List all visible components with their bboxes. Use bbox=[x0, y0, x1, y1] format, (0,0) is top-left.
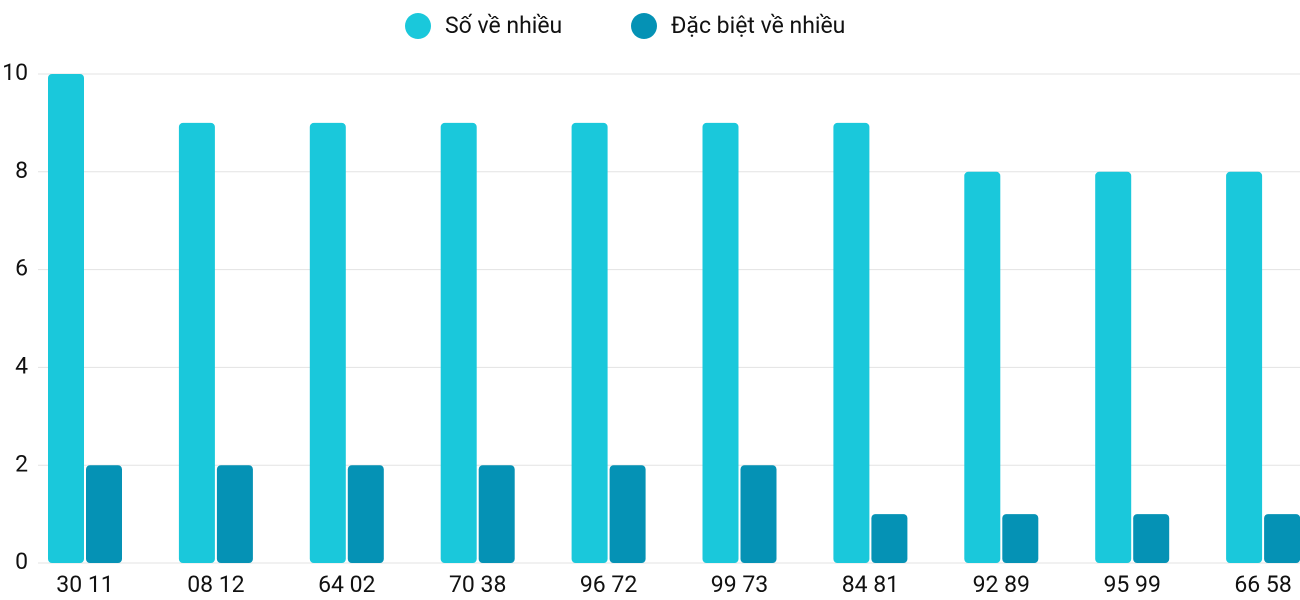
x-tick-label: 92 89 bbox=[973, 571, 1030, 598]
x-tick-label: 66 58 bbox=[1234, 571, 1291, 598]
y-tick-label: 0 bbox=[15, 548, 28, 575]
y-tick-label: 4 bbox=[15, 352, 28, 379]
bar bbox=[178, 122, 215, 564]
y-tick-label: 10 bbox=[2, 59, 28, 86]
bar bbox=[216, 465, 253, 563]
bar bbox=[1133, 514, 1170, 563]
bar bbox=[440, 122, 477, 564]
x-tick-label: 95 99 bbox=[1103, 571, 1160, 598]
bar bbox=[740, 465, 777, 563]
legend-marker bbox=[631, 13, 657, 39]
bar bbox=[964, 171, 1001, 564]
bar bbox=[309, 122, 346, 564]
bar bbox=[1264, 514, 1300, 563]
bar bbox=[702, 122, 739, 564]
x-tick-label: 99 73 bbox=[711, 571, 768, 598]
bar bbox=[1095, 171, 1132, 564]
bar bbox=[571, 122, 608, 564]
y-tick-label: 8 bbox=[15, 157, 28, 184]
legend-label: Đặc biệt về nhiều bbox=[671, 12, 845, 39]
x-tick-label: 64 02 bbox=[318, 571, 375, 598]
bar bbox=[347, 465, 384, 563]
bar bbox=[871, 514, 908, 563]
x-tick-label: 96 72 bbox=[580, 571, 637, 598]
bar bbox=[478, 465, 515, 563]
x-tick-label: 08 12 bbox=[187, 571, 244, 598]
legend-label: Số về nhiều bbox=[445, 12, 562, 39]
x-tick-label: 70 38 bbox=[449, 571, 506, 598]
x-tick-label: 30 11 bbox=[56, 571, 113, 598]
x-tick-label: 84 81 bbox=[842, 571, 899, 598]
bar bbox=[1002, 514, 1039, 563]
y-tick-label: 6 bbox=[15, 255, 28, 282]
bar bbox=[86, 465, 122, 563]
y-tick-label: 2 bbox=[15, 450, 28, 477]
bar bbox=[48, 74, 84, 563]
bar bbox=[833, 122, 870, 564]
legend-marker bbox=[405, 13, 431, 39]
bar bbox=[609, 465, 646, 563]
bar bbox=[1226, 171, 1263, 564]
